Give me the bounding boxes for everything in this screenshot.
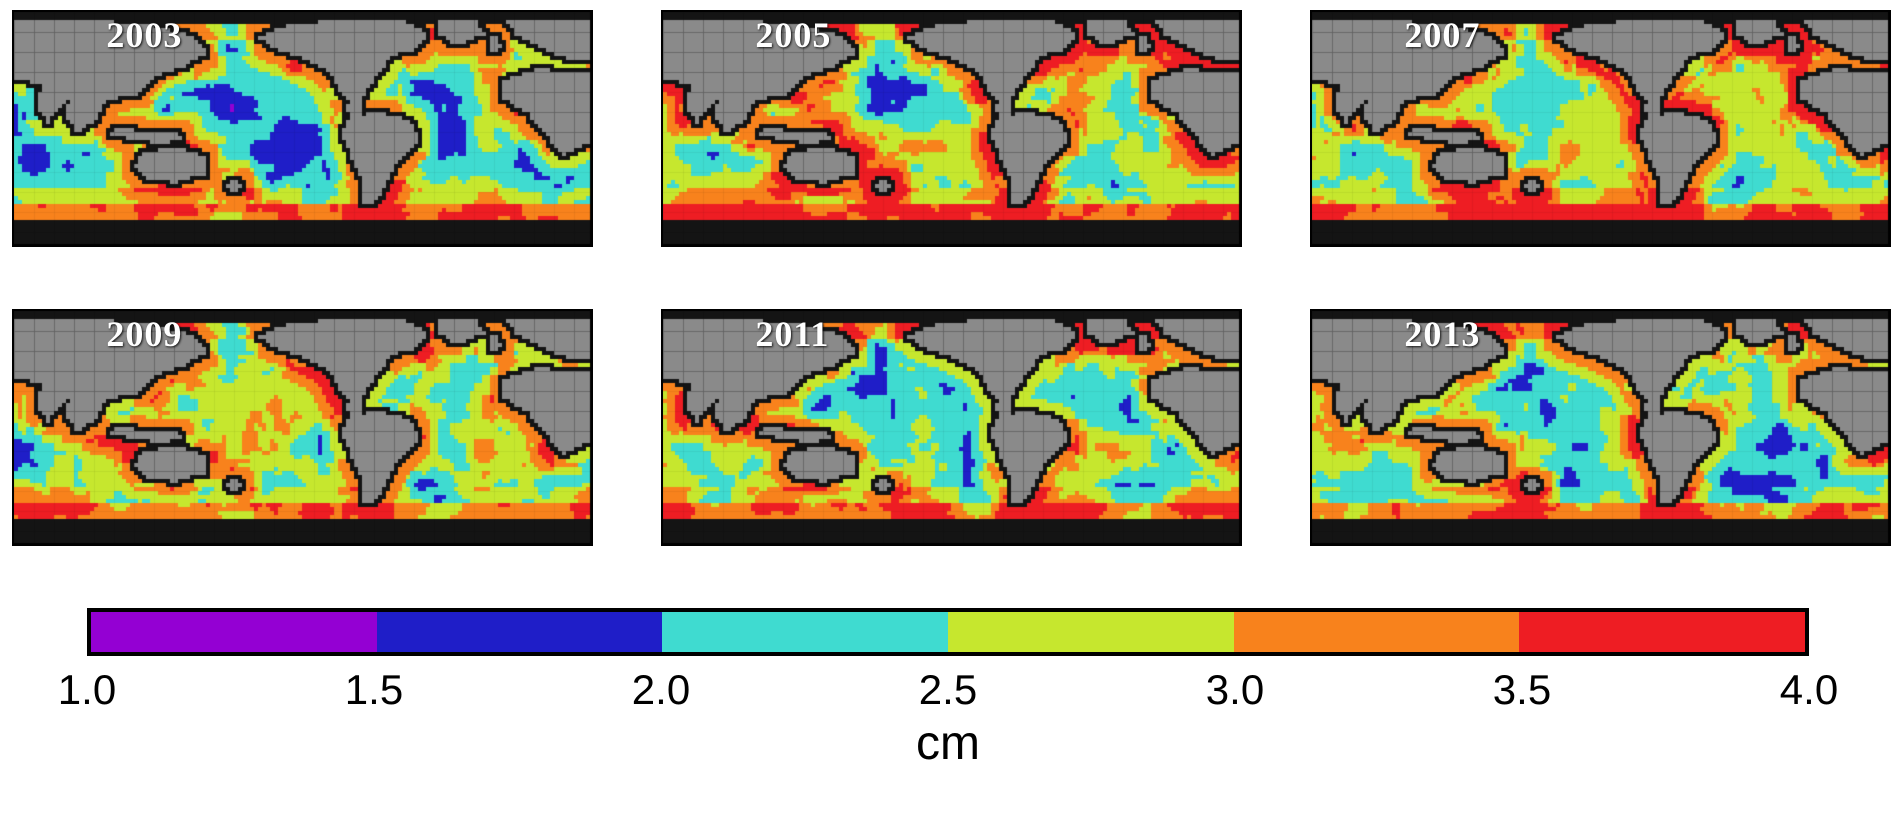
colorbar-tick-label: 3.5	[1492, 666, 1552, 713]
map-canvas	[663, 311, 1240, 544]
colorbar-segment	[1519, 612, 1806, 652]
colorbar: 1.0 1.5 2.0 2.5 3.0 3.5 4.0 cm	[58, 608, 1838, 771]
colorbar-segment	[948, 612, 1234, 652]
colorbar-segment	[1233, 612, 1520, 652]
map-panel-2011: 2011	[661, 309, 1242, 546]
colorbar-tick-label: 1.5	[344, 666, 404, 713]
map-canvas	[1312, 12, 1889, 245]
map-panel-2007: 2007	[1310, 10, 1891, 247]
colorbar-tick-labels: 1.0 1.5 2.0 2.5 3.0 3.5 4.0	[58, 656, 1838, 713]
colorbar-segments	[87, 608, 1809, 656]
map-panel-2013: 2013	[1310, 309, 1891, 546]
panel-year-label: 2005	[755, 15, 832, 55]
colorbar-segment	[91, 612, 377, 652]
colorbar-segment	[662, 612, 949, 652]
colorbar-unit-label: cm	[916, 717, 980, 770]
colorbar-tick-label: 2.5	[918, 666, 978, 713]
map-panels: 2003 2005 2007 2009 2011 2013	[12, 10, 1891, 546]
map-panel-2005: 2005	[661, 10, 1242, 247]
panel-year-label: 2013	[1404, 314, 1481, 354]
map-canvas	[14, 12, 591, 245]
panel-year-label: 2011	[755, 314, 830, 354]
map-panel-2009: 2009	[12, 309, 593, 546]
map-canvas	[663, 12, 1240, 245]
map-panel-2003: 2003	[12, 10, 593, 247]
colorbar-segment	[376, 612, 663, 652]
map-canvas	[14, 311, 591, 544]
panel-year-label: 2007	[1404, 15, 1481, 55]
panel-year-label: 2009	[106, 314, 183, 354]
colorbar-tick-label: 3.0	[1205, 666, 1265, 713]
colorbar-tick-label: 1.0	[57, 666, 117, 713]
panel-year-label: 2003	[106, 15, 183, 55]
map-canvas	[1312, 311, 1889, 544]
colorbar-tick-label: 4.0	[1779, 666, 1839, 713]
colorbar-tick-label: 2.0	[631, 666, 691, 713]
